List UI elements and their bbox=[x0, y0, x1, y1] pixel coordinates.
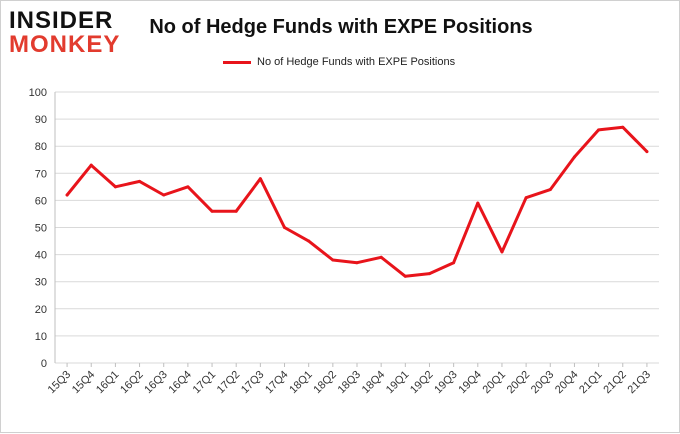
x-tick-label: 21Q2 bbox=[601, 369, 629, 397]
x-tick-label: 17Q1 bbox=[191, 369, 219, 397]
series-line bbox=[65, 125, 649, 278]
x-tick-label: 21Q3 bbox=[626, 369, 654, 397]
data-point bbox=[645, 150, 649, 154]
x-tick-label: 17Q4 bbox=[263, 369, 291, 397]
data-point bbox=[548, 188, 552, 192]
y-tick-label: 70 bbox=[35, 168, 47, 180]
data-point bbox=[331, 258, 335, 262]
data-point bbox=[258, 177, 262, 181]
legend-swatch bbox=[223, 60, 251, 64]
data-point bbox=[572, 155, 576, 159]
y-tick-label: 10 bbox=[35, 331, 47, 343]
data-point bbox=[186, 185, 190, 189]
chart-legend: No of Hedge Funds with EXPE Positions bbox=[223, 56, 455, 68]
x-tick-label: 19Q1 bbox=[384, 369, 412, 397]
x-tick-label: 19Q4 bbox=[456, 369, 484, 397]
data-point bbox=[621, 125, 625, 129]
x-tick-label: 16Q2 bbox=[118, 369, 146, 397]
insider-monkey-logo: INSIDER MONKEY bbox=[9, 7, 131, 59]
x-tick-label: 16Q3 bbox=[142, 369, 170, 397]
data-point bbox=[138, 179, 142, 183]
logo-line-2: MONKEY bbox=[9, 31, 121, 58]
x-tick-label: 20Q3 bbox=[529, 369, 557, 397]
y-tick-label: 20 bbox=[35, 304, 47, 316]
x-tick-label: 19Q3 bbox=[432, 369, 460, 397]
x-tick-label: 18Q4 bbox=[360, 369, 388, 397]
data-point bbox=[113, 185, 117, 189]
x-tick-label: 15Q3 bbox=[46, 369, 74, 397]
data-point bbox=[355, 261, 359, 265]
y-tick-label: 0 bbox=[41, 358, 47, 370]
data-point bbox=[427, 272, 431, 276]
data-point bbox=[500, 250, 504, 254]
data-point bbox=[89, 163, 93, 167]
data-point bbox=[234, 209, 238, 213]
data-point bbox=[307, 239, 311, 243]
x-tick-label: 20Q1 bbox=[481, 369, 509, 397]
data-point bbox=[476, 201, 480, 205]
y-tick-label: 80 bbox=[35, 141, 47, 153]
x-tick-label: 18Q2 bbox=[311, 369, 339, 397]
data-point bbox=[283, 226, 287, 229]
y-tick-label: 90 bbox=[35, 114, 47, 126]
x-tick-label: 18Q1 bbox=[287, 369, 315, 397]
data-point bbox=[210, 209, 214, 213]
data-point bbox=[379, 255, 383, 259]
x-tick-label: 16Q4 bbox=[166, 369, 194, 397]
logo-line-1: INSIDER bbox=[9, 7, 114, 34]
data-point bbox=[403, 274, 407, 278]
y-tick-label: 50 bbox=[35, 223, 47, 235]
x-tick-label: 21Q1 bbox=[577, 369, 605, 397]
data-point bbox=[65, 193, 69, 197]
y-tick-label: 100 bbox=[29, 87, 47, 99]
y-tick-label: 40 bbox=[35, 250, 47, 262]
x-tick-label: 16Q1 bbox=[94, 369, 122, 397]
y-tick-label: 60 bbox=[35, 195, 47, 207]
data-point bbox=[597, 128, 601, 132]
x-tick-label: 20Q2 bbox=[505, 369, 533, 397]
x-tick-label: 19Q2 bbox=[408, 369, 436, 397]
x-tick-label: 18Q3 bbox=[336, 369, 364, 397]
x-tick-label: 20Q4 bbox=[553, 369, 581, 397]
data-point bbox=[162, 193, 166, 197]
x-tick-label: 17Q2 bbox=[215, 369, 243, 397]
x-tick-label: 17Q3 bbox=[239, 369, 267, 397]
legend-label: No of Hedge Funds with EXPE Positions bbox=[257, 56, 456, 68]
data-point bbox=[452, 261, 456, 265]
x-tick-label: 15Q4 bbox=[70, 369, 98, 397]
y-tick-label: 30 bbox=[35, 277, 47, 289]
chart-title: No of Hedge Funds with EXPE Positions bbox=[149, 16, 533, 38]
data-point bbox=[524, 196, 528, 200]
